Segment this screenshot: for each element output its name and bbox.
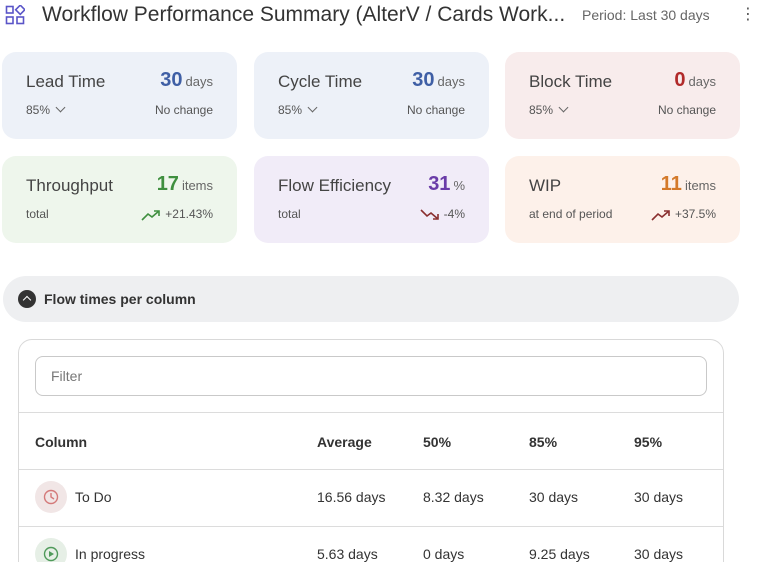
cycle-time-value: 30 days — [412, 69, 465, 91]
more-vertical-icon[interactable]: ⋮ — [740, 6, 756, 23]
wip-card: WIP 11 items at end of period +37.5% — [505, 156, 740, 243]
page-title: Workflow Performance Summary (AlterV / C… — [42, 3, 564, 26]
cycle-time-percentile-dropdown[interactable]: 85% — [278, 102, 318, 117]
chevron-down-icon — [55, 102, 66, 113]
block-time-change: No change — [657, 103, 716, 117]
row-p85: 9.25 days — [529, 546, 590, 562]
play-circle-icon — [35, 538, 67, 562]
lead-time-percentile-dropdown[interactable]: 85% — [26, 102, 66, 117]
flow-efficiency-card: Flow Efficiency 31% total -4% — [254, 156, 489, 243]
block-time-percentile-dropdown[interactable]: 85% — [529, 102, 569, 117]
row-p50: 0 days — [423, 546, 465, 562]
divider — [19, 469, 723, 470]
wip-value: 11 items — [660, 173, 716, 195]
flow-efficiency-label: Flow Efficiency — [278, 176, 392, 195]
row-average: 5.63 days — [317, 546, 378, 562]
header-bar: Workflow Performance Summary (AlterV / C… — [0, 0, 762, 32]
flow-efficiency-value: 31% — [428, 173, 465, 195]
lead-time-change: No change — [154, 103, 213, 117]
flow-efficiency-change: -4% — [420, 207, 465, 221]
apps-grid-icon[interactable] — [5, 5, 25, 25]
trending-up-icon — [651, 210, 670, 221]
throughput-sub: total — [26, 207, 49, 221]
section-title: Flow times per column — [44, 291, 196, 307]
throughput-card: Throughput 17 items total +21.43% — [2, 156, 237, 243]
chevron-down-icon — [558, 102, 569, 113]
period-selector[interactable]: Period: Last 30 days — [582, 7, 710, 23]
chevron-down-icon — [307, 102, 318, 113]
cycle-time-change: No change — [406, 103, 465, 117]
col-header-column[interactable]: Column — [35, 434, 88, 450]
col-header-average[interactable]: Average — [317, 434, 372, 450]
divider — [19, 412, 723, 413]
flow-times-section-toggle[interactable]: Flow times per column — [3, 276, 739, 322]
lead-time-card: Lead Time 30 days 85% No change — [2, 52, 237, 139]
row-name: In progress — [75, 546, 146, 562]
row-p85: 30 days — [529, 489, 579, 505]
row-name: To Do — [75, 489, 112, 505]
col-header-p95[interactable]: 95% — [634, 434, 663, 450]
wip-label: WIP — [529, 176, 562, 195]
block-time-card: Block Time 0 days 85% No change — [505, 52, 740, 139]
trending-down-icon — [420, 209, 439, 220]
row-p95: 30 days — [634, 489, 684, 505]
wip-change: +37.5% — [651, 207, 716, 221]
chevron-up-circle-icon[interactable] — [18, 290, 36, 308]
filter-input[interactable] — [35, 356, 707, 396]
cycle-time-card: Cycle Time 30 days 85% No change — [254, 52, 489, 139]
block-time-value: 0 days — [674, 69, 716, 91]
wip-sub: at end of period — [529, 207, 613, 221]
col-header-p85[interactable]: 85% — [529, 434, 558, 450]
lead-time-label: Lead Time — [26, 72, 106, 91]
trending-up-icon — [141, 210, 161, 221]
flow-efficiency-sub: total — [278, 207, 301, 221]
row-p95: 30 days — [634, 546, 684, 562]
divider — [19, 526, 723, 527]
clock-icon — [35, 481, 67, 513]
col-header-p50[interactable]: 50% — [423, 434, 452, 450]
throughput-change: +21.43% — [141, 207, 213, 221]
throughput-label: Throughput — [26, 176, 113, 195]
throughput-value: 17 items — [156, 173, 213, 195]
cycle-time-label: Cycle Time — [278, 72, 363, 91]
lead-time-value: 30 days — [160, 69, 213, 91]
block-time-label: Block Time — [529, 72, 613, 91]
row-average: 16.56 days — [317, 489, 386, 505]
flow-times-table-panel: Column Average 50% 85% 95% To Do 16.56 d… — [18, 339, 724, 562]
row-p50: 8.32 days — [423, 489, 484, 505]
